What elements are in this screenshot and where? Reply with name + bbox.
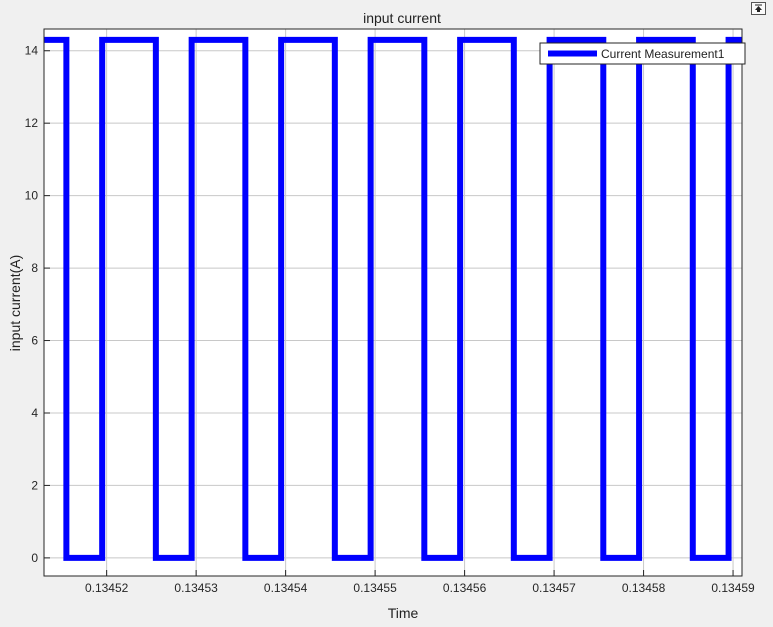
x-tick-label: 0.13457	[532, 581, 576, 595]
legend-box	[539, 42, 746, 65]
legend-entry-label: Current Measurement1	[601, 47, 725, 61]
series-layer	[44, 36, 742, 561]
x-axis-label: Time	[388, 605, 419, 621]
x-tick-label: 0.13454	[264, 581, 308, 595]
x-tick-label: 0.13455	[353, 581, 397, 595]
x-tick-label: 0.13459	[711, 581, 755, 595]
y-tick-label: 4	[31, 406, 38, 420]
chart-title: input current	[363, 10, 441, 26]
x-tick-label: 0.13453	[174, 581, 218, 595]
x-tick-label: 0.13458	[622, 581, 666, 595]
y-axis-label: input current(A)	[7, 255, 23, 351]
y-tick-label: 10	[25, 189, 39, 203]
y-tick-label: 0	[31, 551, 38, 565]
undock-arrow-icon[interactable]	[751, 2, 766, 15]
y-axis-ticks: 0 2 4 6 8 10 12 14	[25, 44, 50, 565]
legend[interactable]: Current Measurement1	[539, 42, 746, 65]
plot-area[interactable]	[44, 29, 742, 576]
series-line-current-measurement1	[44, 36, 742, 561]
y-tick-label: 2	[31, 478, 38, 492]
y-tick-label: 14	[25, 44, 39, 58]
x-tick-label: 0.13456	[443, 581, 487, 595]
x-axis-ticks: 0.13452 0.13453 0.13454 0.13455 0.13456 0.134…	[85, 570, 755, 595]
y-tick-label: 6	[31, 334, 38, 348]
y-tick-label: 8	[31, 261, 38, 275]
plot-border	[43, 28, 743, 577]
x-tick-label: 0.13452	[85, 581, 129, 595]
y-tick-label: 12	[25, 116, 39, 130]
